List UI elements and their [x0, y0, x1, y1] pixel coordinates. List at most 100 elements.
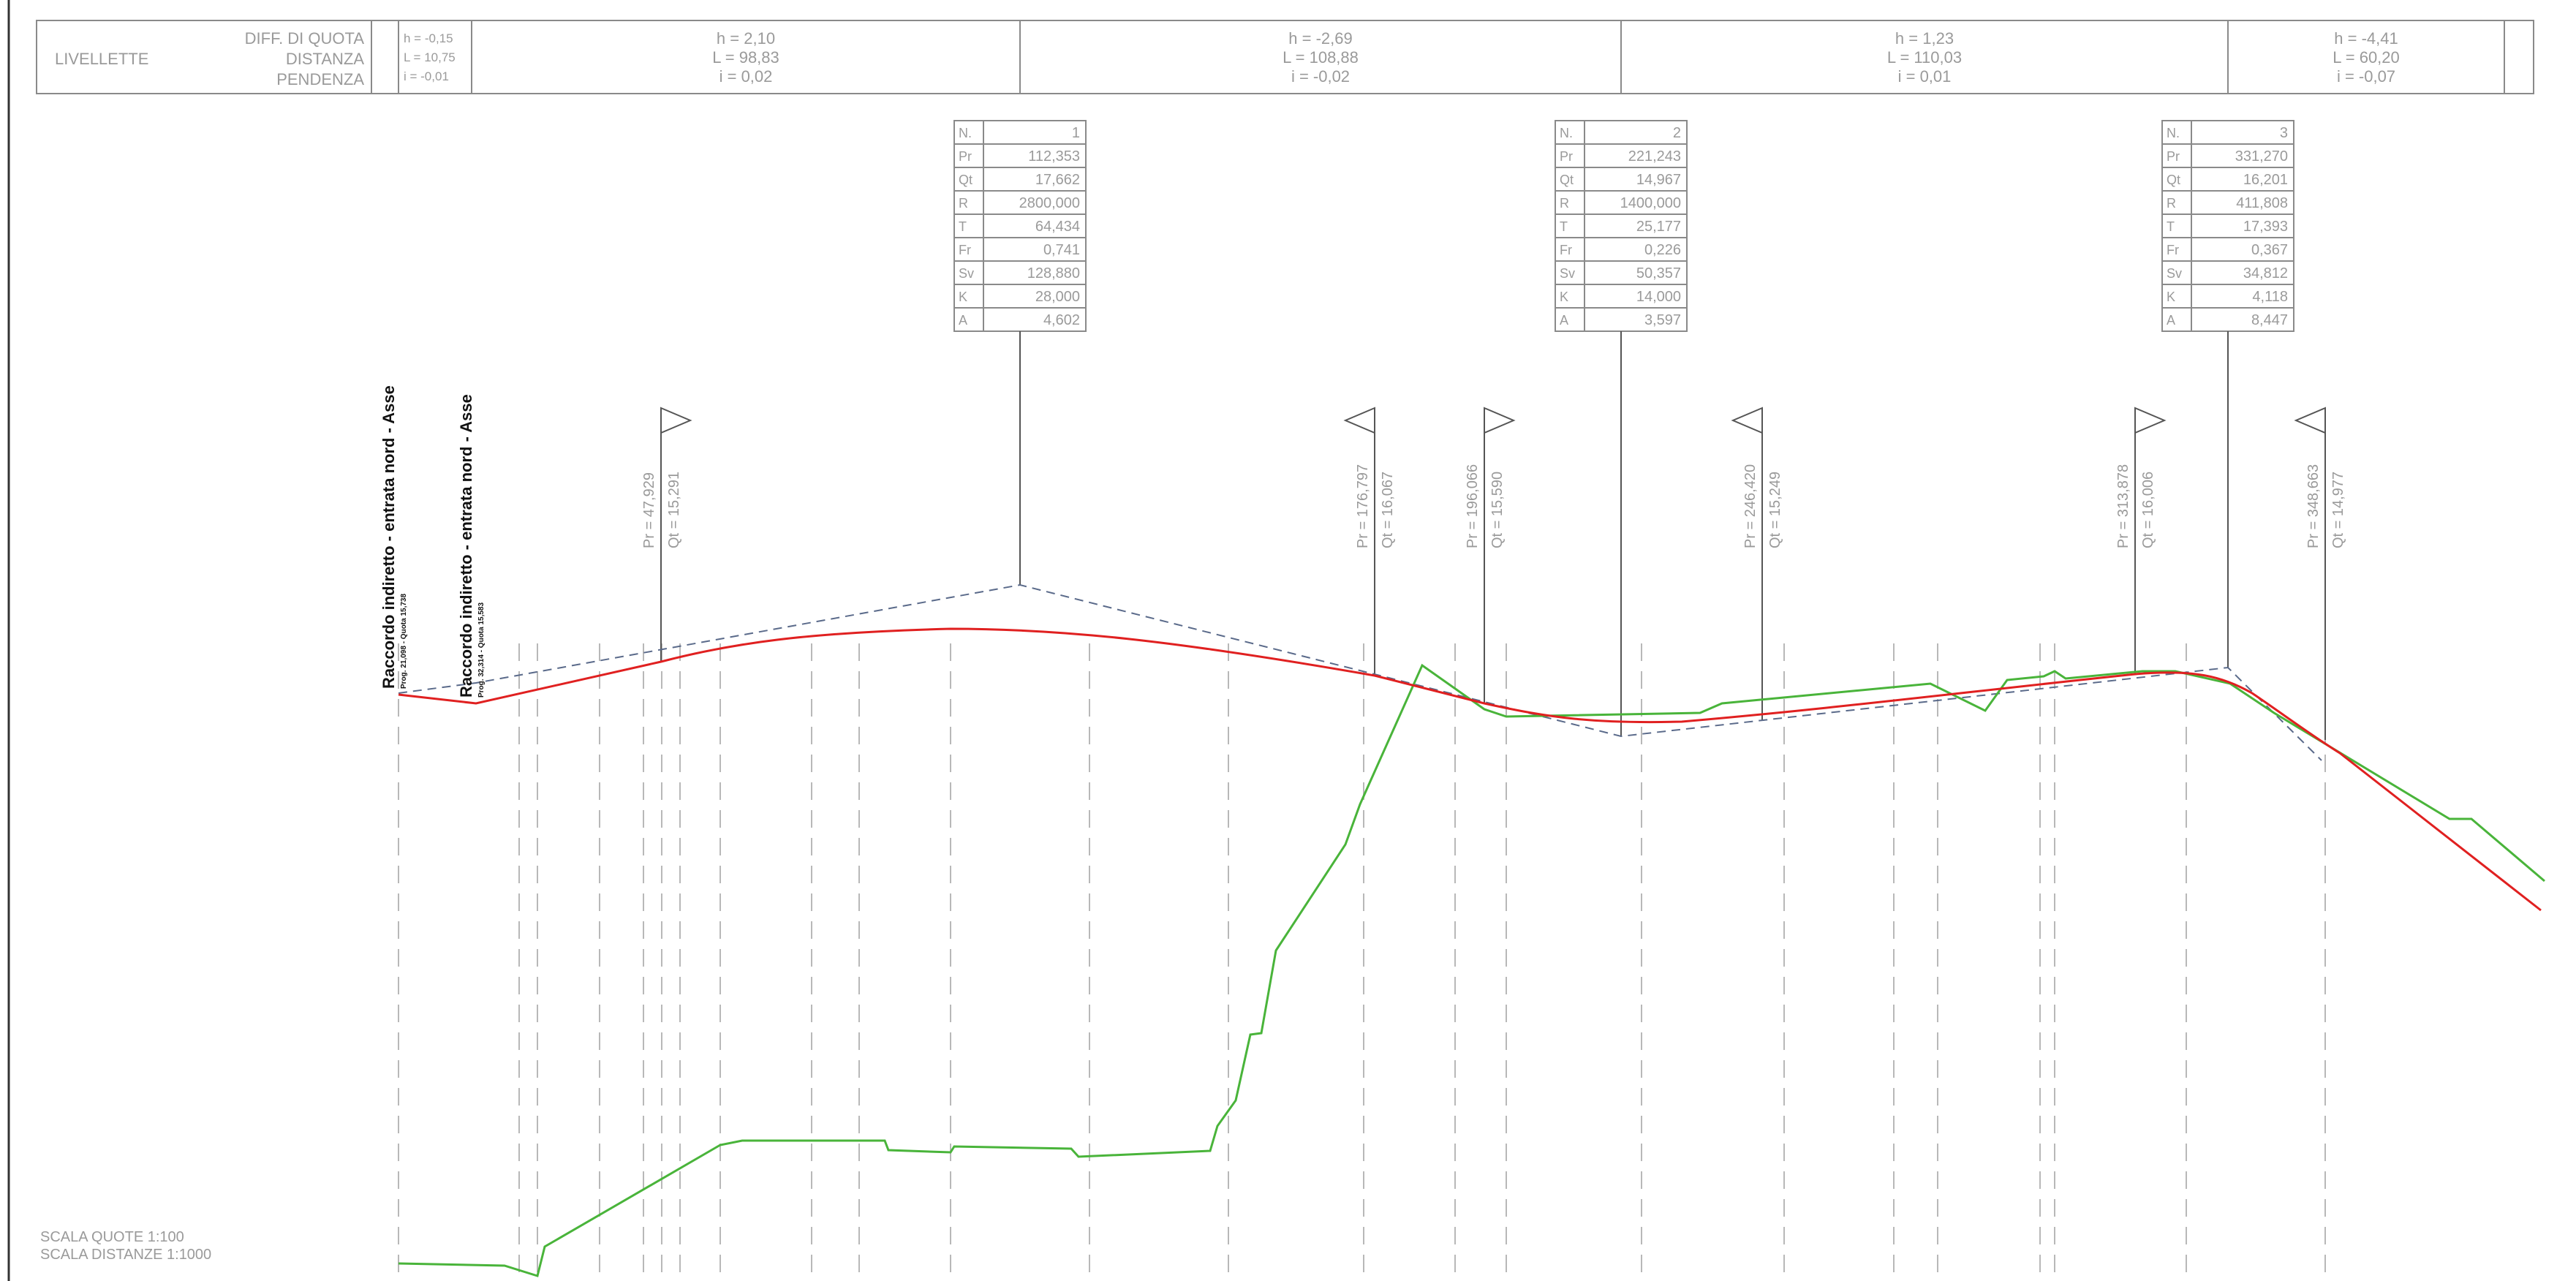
tangent-flag: Pr = 47,929 Qt = 15,291	[641, 407, 692, 662]
tangent-pr-label: Pr = 47,929	[641, 472, 657, 548]
vertex-row-key: N.	[959, 126, 972, 140]
vertex-row-key: T	[1560, 219, 1568, 234]
tangent-flag-triangle	[2294, 407, 2326, 434]
segment-h: h = -2,69	[1288, 29, 1352, 48]
header-label-pend: PENDENZA	[276, 70, 364, 88]
vertex-row-key: A	[1560, 313, 1568, 328]
vertex-row-key: Pr	[1560, 149, 1573, 164]
segment-l: L = 108,88	[1283, 48, 1359, 67]
vertex-row-key: Sv	[2167, 266, 2182, 281]
segment-i: i = -0,07	[2337, 67, 2395, 86]
vertex-row-key: K	[1560, 290, 1568, 304]
tangent-point-markers: Pr = 47,929 Qt = 15,291 Pr = 176,797 Qt = 1…	[641, 407, 2346, 740]
segment-l: L = 110,03	[1887, 48, 1962, 67]
vertex-row-key: Qt	[1560, 173, 1574, 187]
segment-l: L = 10,75	[404, 50, 456, 64]
vertex-row-value: 331,270	[2235, 148, 2288, 165]
vertex-row-key: Sv	[959, 266, 974, 281]
header-frame	[36, 20, 2534, 94]
vertex-row-value: 4,602	[1043, 312, 1080, 328]
tangent-flag-triangle	[1343, 407, 1375, 434]
vertex-table: N. 1 Pr 112,353 Qt 17,662 R 2800,000 T 64,434 Fr 0,…	[953, 120, 1087, 585]
vertex-row-value: 128,880	[1027, 265, 1080, 281]
segment-h: h = 1,23	[1895, 29, 1954, 48]
vertex-row-value: 14,000	[1636, 289, 1681, 305]
segment-h: h = -0,15	[404, 31, 453, 45]
vertex-row-key: N.	[1560, 126, 1573, 140]
raccordo-title: Raccordo indiretto - entrata nord - Asse	[457, 394, 475, 698]
tangent-pr-label: Pr = 313,878	[2115, 464, 2131, 548]
vertex-row-value: 3,597	[1644, 312, 1681, 328]
vertex-row-key: R	[959, 196, 968, 211]
tangent-qt-label: Qt = 16,067	[1380, 472, 1396, 548]
raccordo-label-1: Raccordo indiretto - entrata nord - Asse…	[379, 385, 408, 689]
vertex-row-value: 4,118	[2252, 289, 2288, 305]
tangent-flag-triangle	[660, 407, 692, 434]
tangent-qt-label: Qt = 15,291	[666, 472, 682, 548]
tangent-flag-triangle	[1484, 407, 1516, 434]
vertex-row-key: Fr	[1560, 243, 1572, 257]
vertex-row-value: 0,226	[1644, 242, 1681, 258]
tangent-flag: Pr = 176,797 Qt = 16,067	[1343, 407, 1396, 676]
project-grade-line	[398, 627, 2542, 912]
vertex-row-key: Sv	[1560, 266, 1575, 281]
vertex-row-value: 1400,000	[1620, 195, 1681, 211]
tangent-flag-labels: Pr = 246,420 Qt = 15,249	[1742, 464, 1783, 548]
tangent-pr-label: Pr = 196,066	[1465, 464, 1481, 548]
vertex-row-value: 0,367	[2251, 242, 2288, 258]
vertex-row-key: A	[2167, 313, 2175, 328]
vertex-row-value: 25,177	[1636, 219, 1681, 235]
vertex-row-key: R	[2167, 196, 2176, 211]
tangent-flag: Pr = 313,878 Qt = 16,006	[2115, 407, 2167, 674]
segment-i: i = -0,02	[1291, 67, 1350, 86]
tangent-flag-labels: Pr = 176,797 Qt = 16,067	[1355, 464, 1396, 548]
vertex-row-key: K	[2167, 290, 2175, 304]
vertex-row-value: 8,447	[2251, 312, 2288, 328]
scale-quote-label: SCALA QUOTE 1:100	[40, 1229, 184, 1245]
vertex-row-value: 2	[1673, 125, 1681, 141]
segment-l: L = 98,83	[712, 48, 779, 67]
vertex-row-key: T	[2167, 219, 2175, 234]
raccordo-sub: Prog. 21,098 - Quota 15,738	[400, 594, 408, 689]
tangent-pr-label: Pr = 246,420	[1742, 464, 1759, 548]
tangent-flag: Pr = 348,663 Qt = 14,977	[2294, 407, 2346, 740]
terrain-profile-line	[398, 663, 2545, 1277]
vertex-row-value: 50,357	[1636, 265, 1681, 281]
tangent-pr-label: Pr = 348,663	[2305, 464, 2322, 548]
tangent-flag-labels: Pr = 313,878 Qt = 16,006	[2115, 464, 2156, 548]
tangent-qt-label: Qt = 15,590	[1489, 472, 1506, 548]
vertex-table: N. 3 Pr 331,270 Qt 16,201 R 411,808 T 17,393 Fr 0,3…	[2161, 120, 2294, 668]
tangent-qt-label: Qt = 15,249	[1767, 472, 1783, 548]
tangent-flag-triangle	[2134, 407, 2167, 434]
header-label-dist: DISTANZA	[286, 50, 364, 68]
vertex-row-value: 2800,000	[1019, 195, 1080, 211]
tangent-flag: Pr = 196,066 Qt = 15,590	[1465, 407, 1516, 703]
segment-i: i = -0,01	[404, 69, 449, 83]
segment-h: h = -4,41	[2334, 29, 2398, 48]
scale-distanze-label: SCALA DISTANZE 1:1000	[40, 1247, 211, 1263]
tangent-flag-triangle	[1731, 407, 1763, 434]
vertex-row-key: Pr	[2167, 149, 2180, 164]
segment-i: i = 0,01	[1898, 67, 1952, 86]
vertex-row-value: 112,353	[1028, 148, 1080, 165]
vertex-row-value: 17,393	[2243, 219, 2288, 235]
vertex-row-key: T	[959, 219, 967, 234]
segment-i: i = 0,02	[719, 67, 773, 86]
vertex-row-value: 16,201	[2243, 172, 2288, 188]
tangent-pr-label: Pr = 176,797	[1355, 464, 1371, 548]
header-label-diff: DIFF. DI QUOTA	[245, 29, 365, 48]
raccordo-sub: Prog. 32,314 - Quota 15,583	[477, 602, 486, 698]
tangent-flag-labels: Pr = 47,929 Qt = 15,291	[641, 472, 682, 548]
vertex-row-value: 1	[1072, 125, 1080, 141]
tangent-qt-label: Qt = 14,977	[2330, 472, 2346, 548]
tangent-flag-labels: Pr = 196,066 Qt = 15,590	[1465, 464, 1506, 548]
vertex-row-key: Pr	[959, 149, 972, 164]
vertex-table: N. 2 Pr 221,243 Qt 14,967 R 1400,000 T 25,177 Fr 0,…	[1555, 120, 1688, 736]
raccordo-label-2: Raccordo indiretto - entrata nord - Asse…	[457, 394, 486, 698]
tangent-flag-labels: Pr = 348,663 Qt = 14,977	[2305, 464, 2346, 548]
vertex-row-key: R	[1560, 196, 1569, 211]
station-grid-lines	[398, 643, 2326, 1281]
tangent-flag: Pr = 246,420 Qt = 15,249	[1731, 407, 1783, 721]
vertex-row-key: Qt	[2167, 173, 2180, 187]
